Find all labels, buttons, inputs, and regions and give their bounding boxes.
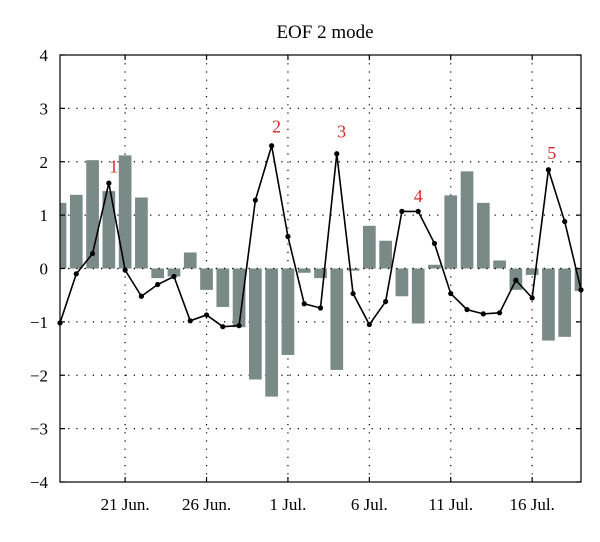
- line-point: [106, 180, 112, 186]
- line-point: [350, 290, 356, 297]
- line-point: [285, 233, 291, 240]
- line-point: [203, 312, 210, 318]
- y-tick-label: 0: [40, 260, 49, 279]
- bar: [216, 268, 230, 307]
- bar: [151, 268, 165, 279]
- bar: [167, 268, 181, 277]
- line-point: [448, 290, 454, 297]
- x-tick-label: 16 Jul.: [509, 495, 554, 514]
- peak-label: 1: [109, 156, 118, 176]
- bar: [330, 268, 344, 370]
- line-point: [496, 310, 503, 316]
- x-tick-label: 6 Jul.: [351, 495, 388, 514]
- line-point: [171, 273, 177, 280]
- line-point: [187, 318, 193, 324]
- bar: [314, 268, 327, 279]
- bar: [69, 194, 83, 269]
- bar: [346, 268, 360, 271]
- line-series: [57, 143, 584, 330]
- line-point: [269, 143, 275, 149]
- line-point: [415, 208, 421, 214]
- bar: [379, 240, 392, 269]
- line-point: [138, 293, 145, 299]
- line-point: [334, 151, 340, 157]
- peak-label: 5: [547, 143, 556, 163]
- line-point: [236, 323, 242, 329]
- line-point: [252, 197, 258, 203]
- line-point: [366, 321, 372, 328]
- bar: [558, 268, 572, 337]
- bar: [118, 155, 132, 269]
- line-point: [464, 306, 470, 313]
- line-point: [301, 301, 307, 307]
- y-tick-label: −4: [30, 473, 49, 492]
- x-tick-label: 1 Jul.: [270, 495, 307, 514]
- line-point: [220, 324, 226, 330]
- bar: [297, 268, 311, 273]
- bar: [411, 268, 425, 324]
- chart-title: EOF 2 mode: [276, 22, 373, 43]
- line-point: [513, 277, 519, 283]
- peak-label: 4: [414, 186, 423, 206]
- x-tick-label: 26 Jun.: [182, 495, 231, 514]
- bar: [183, 252, 197, 269]
- x-tick-label: 21 Jun.: [101, 495, 150, 514]
- line-point: [399, 208, 405, 214]
- bar: [542, 268, 555, 341]
- y-tick-label: −3: [30, 420, 48, 439]
- line-point: [89, 250, 96, 257]
- y-tick-label: 4: [40, 46, 49, 65]
- peak-labels: 1 2 3 4 5: [109, 116, 556, 205]
- peak-label: 2: [272, 116, 281, 136]
- bar: [362, 225, 376, 269]
- bar: [60, 202, 67, 269]
- bar: [460, 171, 474, 269]
- line-point: [155, 281, 161, 288]
- bar: [281, 268, 295, 355]
- line-point: [545, 167, 552, 173]
- line-point: [383, 298, 389, 305]
- bar: [249, 268, 262, 380]
- bar: [102, 191, 116, 269]
- y-tick-label: 1: [40, 206, 49, 225]
- bar: [444, 195, 458, 269]
- line-point: [431, 240, 438, 247]
- x-axis-ticks: 21 Jun. 26 Jun. 1 Jul. 6 Jul. 11 Jul. 16 Jul.: [101, 55, 555, 514]
- y-axis-ticks: −4 −3 −2 −1 0 1 2 3 4: [30, 46, 581, 492]
- line-point: [317, 305, 324, 311]
- line-point: [122, 267, 128, 273]
- peak-label: 3: [337, 122, 346, 142]
- line-point: [480, 311, 486, 317]
- bar: [265, 268, 279, 397]
- x-tick-label: 11 Jul.: [428, 495, 473, 514]
- bar: [200, 268, 213, 290]
- bar: [493, 260, 506, 269]
- bar: [525, 268, 539, 275]
- y-tick-label: −2: [30, 366, 48, 385]
- bar: [428, 264, 441, 269]
- bar: [232, 268, 246, 328]
- bar: [476, 202, 490, 269]
- line-point: [529, 295, 535, 301]
- y-tick-label: 2: [40, 153, 49, 172]
- bar: [135, 197, 148, 269]
- line-point: [73, 271, 79, 277]
- y-tick-label: 3: [40, 99, 49, 118]
- line-point: [562, 218, 568, 225]
- y-tick-label: −1: [30, 313, 48, 332]
- bar: [395, 268, 409, 297]
- bar-series: [60, 155, 581, 397]
